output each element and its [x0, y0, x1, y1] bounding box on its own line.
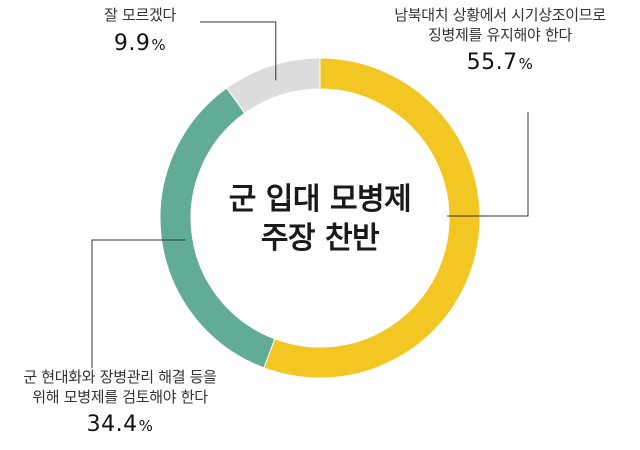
- slice-label-line: 남북대치 상황에서 시기상조이므로: [394, 6, 606, 24]
- slice-value: 55.7%: [360, 49, 640, 78]
- slice-label-line: 징병제를 유지해야 한다: [428, 25, 572, 44]
- slice-value-number: 55.7: [466, 50, 518, 75]
- leader-line-keep-conscription: [447, 112, 529, 217]
- slice-value-number: 34.4: [86, 412, 138, 437]
- chart-title-line-1: 군 입대 모병제: [228, 182, 412, 217]
- slice-value: 9.9%: [80, 30, 200, 59]
- leader-line-dont-know: [200, 21, 277, 81]
- slice-label-line: 군 현대화와 장병관리 해결 등을: [23, 368, 217, 386]
- donut-slice-dont-know: [226, 57, 321, 114]
- slice-label-keep-conscription: 남북대치 상황에서 시기상조이므로 징병제를 유지해야 한다 55.7%: [360, 6, 640, 78]
- slice-value: 34.4%: [0, 411, 240, 440]
- slice-value-unit: %: [151, 35, 167, 54]
- leader-line-review-volunteer: [91, 239, 186, 368]
- leader-lines: [91, 21, 529, 368]
- donut-slice-keep-conscription: [263, 57, 481, 379]
- donut-slices: [159, 57, 481, 379]
- slice-label-dont-know: 잘 모르겠다 9.9%: [80, 6, 200, 58]
- slice-value-unit: %: [518, 55, 534, 73]
- slice-label-line: 잘 모르겠다: [104, 6, 176, 24]
- chart-title-line-2: 주장 찬반: [260, 221, 380, 256]
- slice-value-unit: %: [138, 417, 154, 435]
- chart-title: 군 입대 모병제 주장 찬반: [180, 180, 460, 258]
- slice-value-number: 9.9: [113, 30, 151, 56]
- slice-label-line: 위해 모병제를 검토해야 한다: [32, 387, 208, 406]
- slice-label-review-volunteer: 군 현대화와 장병관리 해결 등을 위해 모병제를 검토해야 한다 34.4%: [0, 368, 240, 440]
